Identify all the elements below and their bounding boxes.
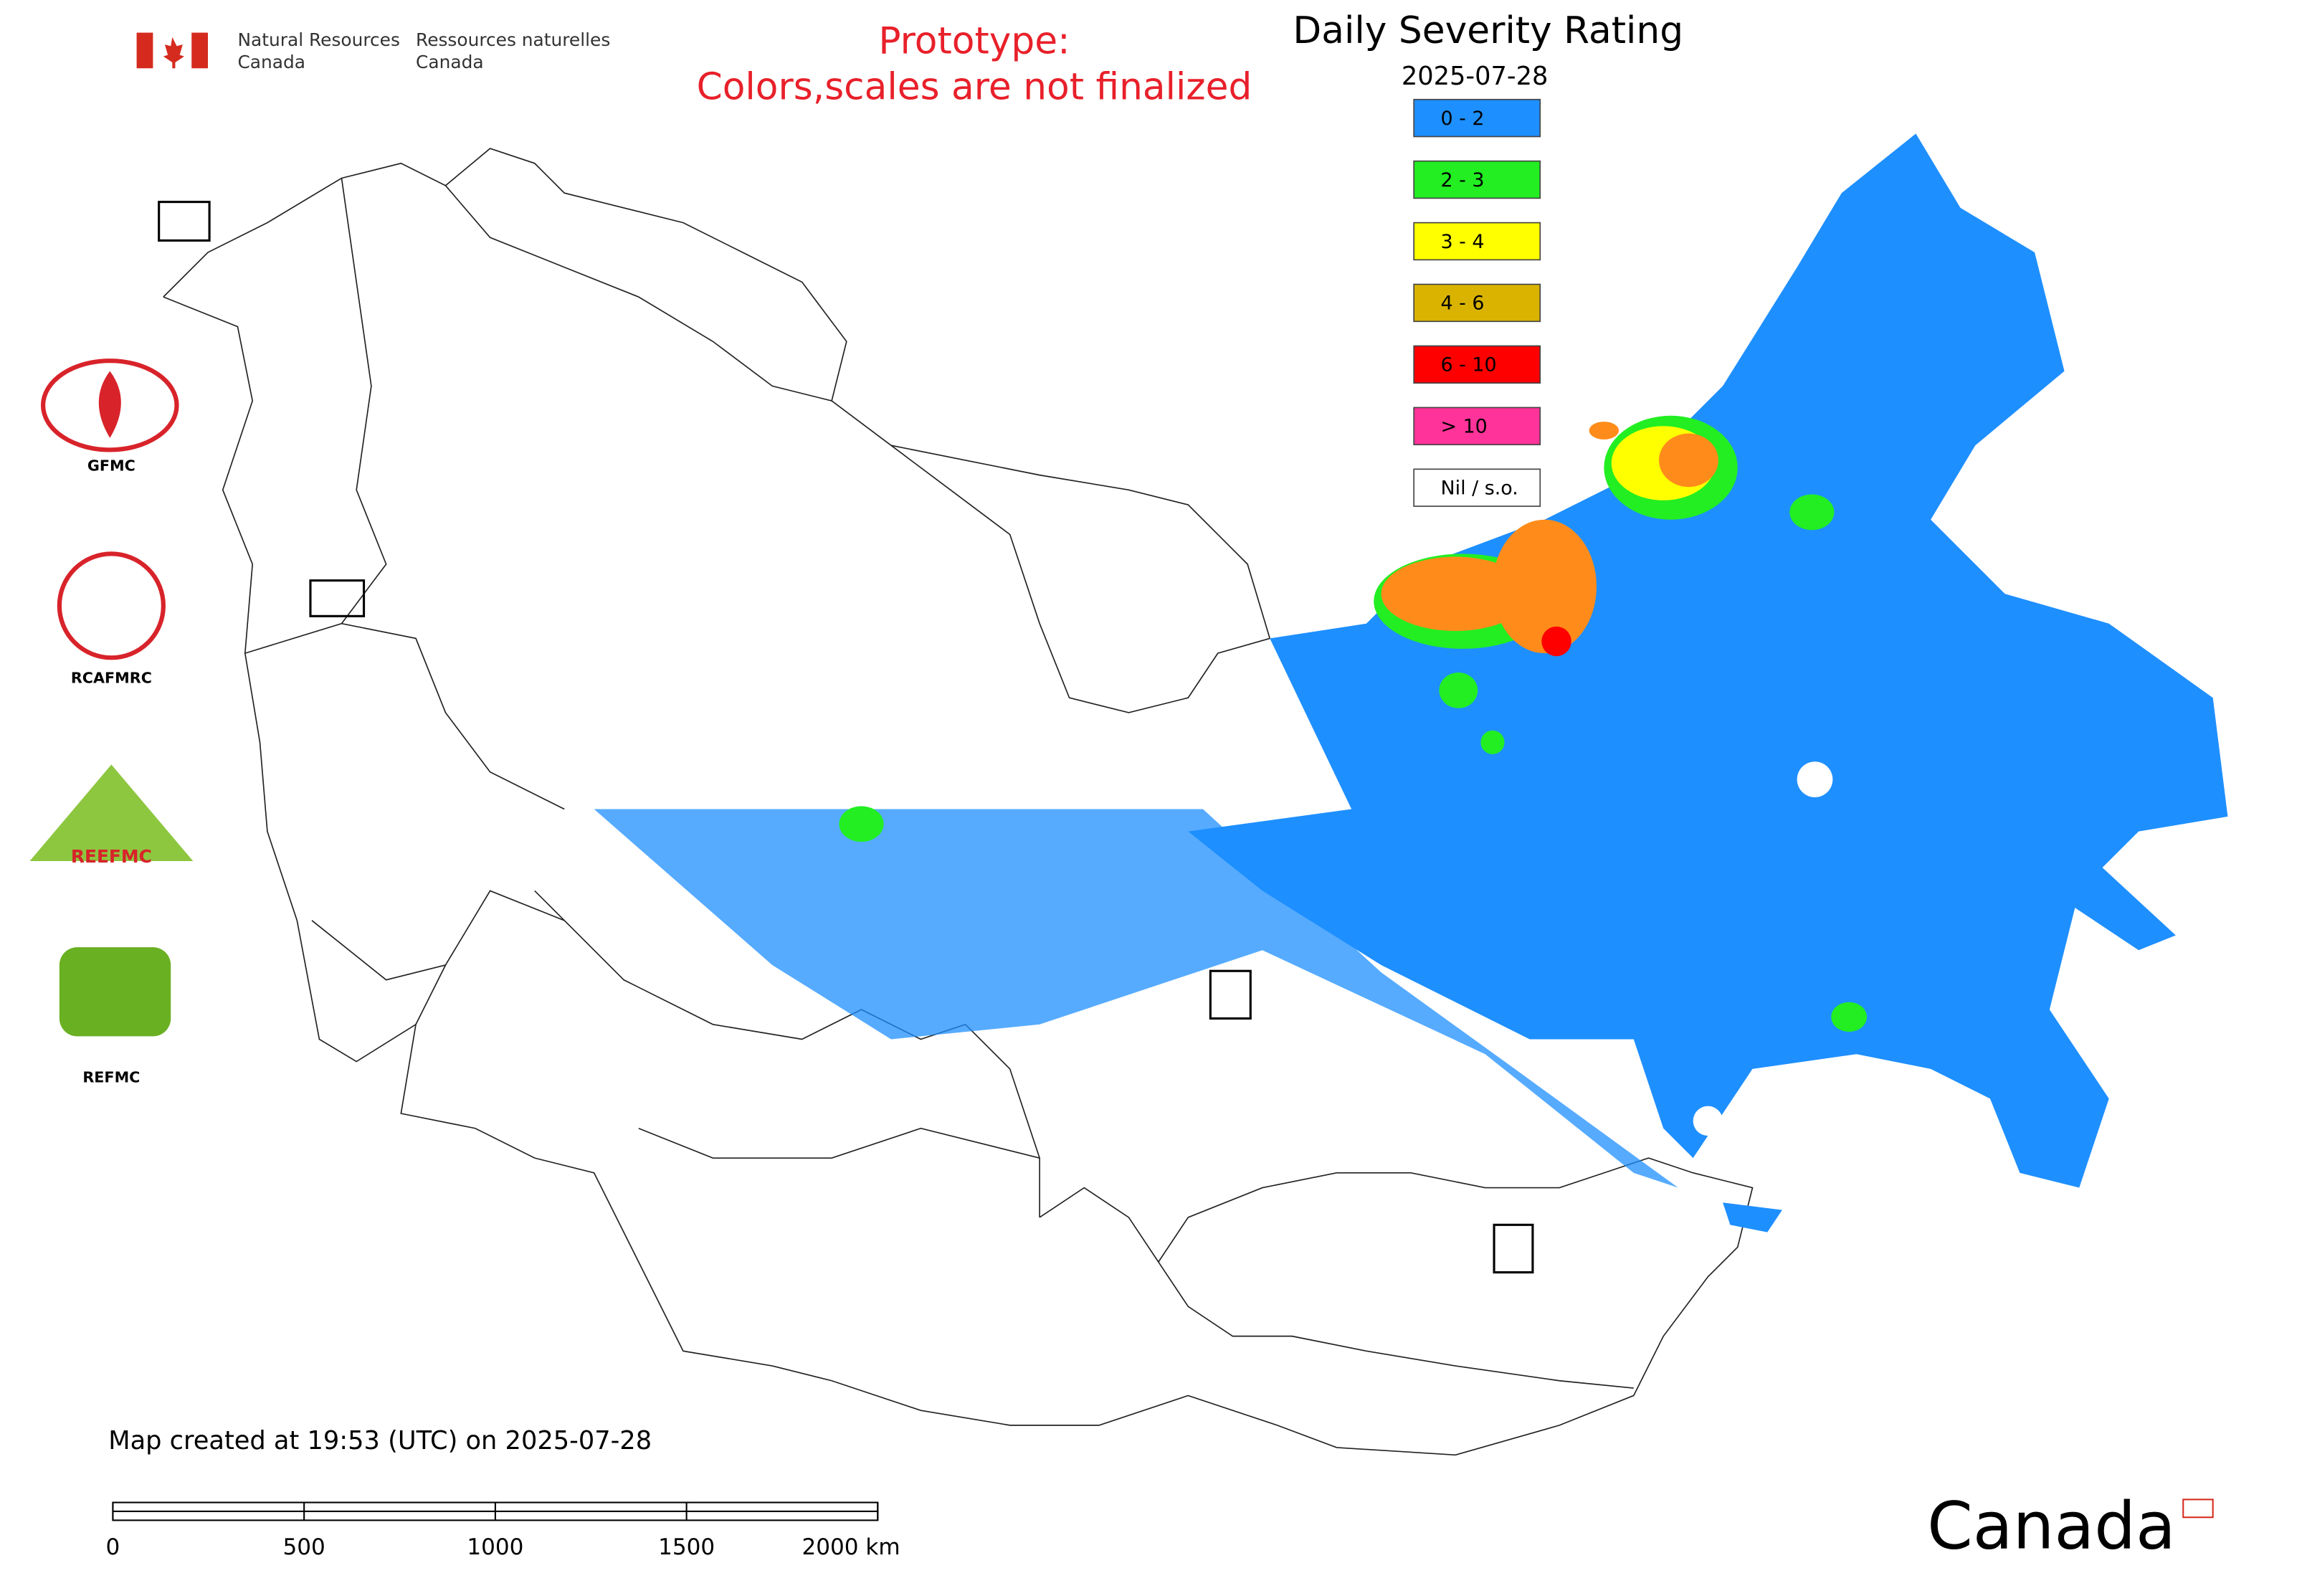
canada-wordmark: Canada bbox=[1927, 1488, 2176, 1564]
legend-label: > 10 bbox=[1440, 416, 1487, 438]
partner-label: RCAFMRC bbox=[71, 670, 152, 687]
map-title: Daily Severity Rating bbox=[1293, 9, 1683, 52]
agency-fr-2: Canada bbox=[416, 52, 484, 72]
legend-label: 6 - 10 bbox=[1440, 354, 1496, 376]
map-date: 2025-07-28 bbox=[1402, 62, 1549, 91]
agency-en-1: Natural Resources bbox=[237, 29, 399, 50]
legend-label: 0 - 2 bbox=[1440, 108, 1484, 130]
scale-label: 1000 bbox=[467, 1534, 523, 1560]
legend-swatch bbox=[1413, 160, 1541, 199]
agency-fr-1: Ressources naturelles bbox=[416, 29, 610, 50]
country-outlines bbox=[163, 148, 1754, 1456]
legend-swatch bbox=[1413, 345, 1541, 384]
scale-bar: 0 500 1000 1500 2000 km bbox=[106, 1501, 900, 1560]
legend-swatch bbox=[1413, 407, 1541, 446]
legend: 0 - 2 2 - 3 3 - 4 4 - 6 6 - 10 > 10 Nil / s.o. bbox=[1413, 98, 1541, 507]
scale-label: 0 bbox=[106, 1534, 120, 1560]
wordmark-flag bbox=[2182, 1498, 2214, 1519]
scale-label: 500 bbox=[283, 1534, 325, 1560]
legend-swatch bbox=[1413, 283, 1541, 323]
legend-label: 3 - 4 bbox=[1440, 231, 1484, 253]
partner-label: GFMC bbox=[87, 457, 135, 474]
legend-swatch bbox=[1413, 468, 1541, 507]
notice-line-1: Prototype: bbox=[878, 20, 1070, 63]
severity-overlay bbox=[594, 133, 2228, 1232]
scale-label: 2000 km bbox=[802, 1534, 900, 1560]
legend-swatch bbox=[1413, 222, 1541, 261]
nrcan-flag bbox=[136, 32, 209, 69]
legend-label: Nil / s.o. bbox=[1440, 478, 1518, 500]
scale-label: 1500 bbox=[658, 1534, 715, 1560]
legend-label: 4 - 6 bbox=[1440, 293, 1484, 315]
created-note: Map created at 19:53 (UTC) on 2025-07-28 bbox=[108, 1426, 652, 1455]
partner-label: REEFMC bbox=[71, 846, 152, 867]
partner-label: REFMC bbox=[82, 1069, 140, 1086]
partner-logos bbox=[29, 201, 1534, 1274]
notice-line-2: Colors,scales are not finalized bbox=[697, 66, 1252, 109]
legend-swatch bbox=[1413, 98, 1541, 138]
agency-en-2: Canada bbox=[237, 52, 305, 72]
legend-label: 2 - 3 bbox=[1440, 169, 1484, 191]
